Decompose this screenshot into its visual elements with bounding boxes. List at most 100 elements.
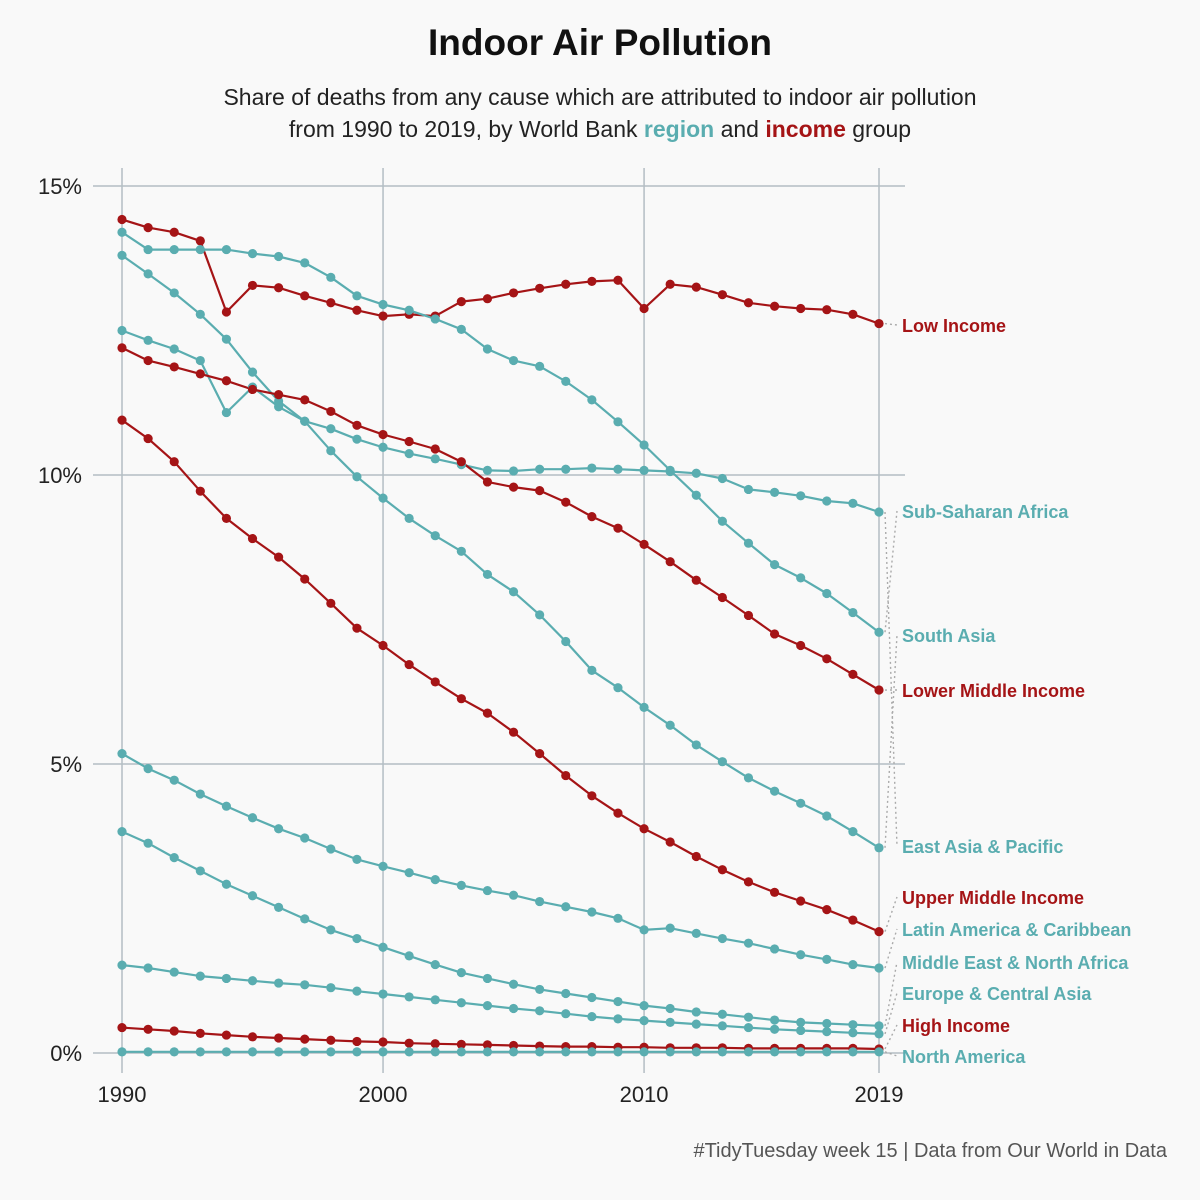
data-point-latin-america-caribbean bbox=[195, 789, 205, 799]
data-point-lower-middle-income bbox=[456, 457, 466, 467]
data-point-low-income bbox=[561, 279, 571, 289]
label-leader-north-america bbox=[884, 1051, 898, 1057]
data-point-sub-saharan-africa bbox=[535, 361, 545, 371]
data-point-europe-central-asia bbox=[848, 1028, 858, 1038]
data-point-north-america bbox=[247, 1047, 258, 1057]
data-point-latin-america-caribbean bbox=[822, 954, 832, 964]
data-point-lower-middle-income bbox=[378, 429, 388, 440]
series-label-sub-saharan-africa: Sub-Saharan Africa bbox=[902, 502, 1069, 522]
data-point-upper-middle-income bbox=[561, 770, 571, 781]
label-leader-low-income bbox=[884, 322, 898, 326]
data-point-latin-america-caribbean bbox=[482, 885, 493, 896]
data-point-low-income bbox=[535, 283, 545, 293]
data-point-lower-middle-income bbox=[665, 557, 675, 567]
data-point-lower-middle-income bbox=[508, 482, 519, 492]
data-point-south-asia bbox=[535, 610, 545, 620]
data-point-middle-east-north-africa bbox=[117, 827, 127, 837]
data-point-east-asia-pacific bbox=[691, 468, 701, 478]
data-point-middle-east-north-africa bbox=[613, 996, 623, 1007]
data-point-latin-america-caribbean bbox=[430, 875, 440, 885]
data-point-upper-middle-income bbox=[169, 457, 179, 467]
data-point-sub-saharan-africa bbox=[822, 588, 832, 599]
data-point-low-income bbox=[796, 303, 806, 314]
data-point-south-asia bbox=[561, 636, 571, 647]
data-point-high-income bbox=[169, 1026, 179, 1036]
data-point-latin-america-caribbean bbox=[326, 844, 336, 854]
data-point-middle-east-north-africa bbox=[195, 866, 205, 876]
data-point-middle-east-north-africa bbox=[352, 933, 362, 944]
data-point-sub-saharan-africa bbox=[117, 227, 127, 237]
x-tick-label: 2019 bbox=[855, 1082, 904, 1107]
series-label-north-america: North America bbox=[902, 1047, 1026, 1067]
data-point-high-income bbox=[221, 1030, 232, 1040]
data-point-east-asia-pacific bbox=[769, 487, 780, 497]
data-point-sub-saharan-africa bbox=[848, 607, 858, 618]
data-point-middle-east-north-africa bbox=[822, 1018, 832, 1029]
data-point-south-asia bbox=[143, 269, 153, 279]
series-line-upper-middle-income bbox=[121, 419, 880, 933]
data-point-latin-america-caribbean bbox=[247, 813, 258, 823]
data-point-north-america bbox=[482, 1047, 493, 1057]
data-point-middle-east-north-africa bbox=[247, 891, 258, 901]
data-point-east-asia-pacific bbox=[796, 491, 806, 501]
data-point-south-asia bbox=[796, 798, 806, 808]
data-point-latin-america-caribbean bbox=[378, 861, 388, 871]
data-point-upper-middle-income bbox=[743, 877, 754, 887]
data-point-europe-central-asia bbox=[430, 995, 440, 1005]
data-point-east-asia-pacific bbox=[482, 465, 493, 475]
series-line-south-asia bbox=[121, 254, 880, 849]
data-point-sub-saharan-africa bbox=[639, 440, 649, 450]
data-point-low-income bbox=[508, 288, 519, 298]
data-point-upper-middle-income bbox=[456, 694, 466, 704]
data-point-south-asia bbox=[717, 757, 727, 767]
series-labels: Low Income Sub-Saharan Africa South Asia Ea… bbox=[902, 316, 1131, 1067]
data-point-low-income bbox=[378, 311, 388, 321]
data-point-sub-saharan-africa bbox=[274, 251, 284, 262]
data-point-europe-central-asia bbox=[535, 1006, 545, 1016]
data-point-europe-central-asia bbox=[195, 971, 205, 981]
data-point-north-america bbox=[404, 1047, 414, 1057]
subtitle-text-post: group bbox=[845, 116, 912, 142]
data-point-high-income bbox=[430, 1039, 440, 1049]
data-point-europe-central-asia bbox=[326, 983, 336, 993]
data-point-sub-saharan-africa bbox=[769, 559, 780, 570]
data-point-south-asia bbox=[482, 569, 493, 580]
data-point-east-asia-pacific bbox=[430, 454, 440, 464]
series-line-high-income bbox=[121, 1026, 880, 1051]
data-point-upper-middle-income bbox=[822, 905, 832, 915]
data-point-north-america bbox=[456, 1047, 466, 1057]
data-point-lower-middle-income bbox=[430, 444, 440, 454]
data-point-low-income bbox=[221, 307, 232, 317]
data-point-sub-saharan-africa bbox=[587, 395, 597, 405]
data-point-east-asia-pacific bbox=[352, 434, 362, 444]
data-point-high-income bbox=[300, 1034, 310, 1044]
data-point-lower-middle-income bbox=[639, 539, 649, 549]
data-point-south-asia bbox=[691, 740, 701, 750]
data-point-high-income bbox=[378, 1037, 388, 1047]
data-point-south-asia bbox=[874, 843, 884, 853]
data-point-europe-central-asia bbox=[300, 980, 310, 990]
data-point-lower-middle-income bbox=[796, 640, 806, 651]
data-point-europe-central-asia bbox=[508, 1003, 519, 1014]
data-point-latin-america-caribbean bbox=[221, 801, 232, 811]
data-point-upper-middle-income bbox=[117, 415, 127, 425]
label-leader-upper-middle-income bbox=[884, 896, 898, 932]
data-point-europe-central-asia bbox=[482, 1001, 493, 1011]
data-point-upper-middle-income bbox=[665, 837, 675, 847]
series-label-east-asia-pacific: East Asia & Pacific bbox=[902, 837, 1063, 857]
data-point-latin-america-caribbean bbox=[717, 933, 727, 944]
data-point-latin-america-caribbean bbox=[848, 959, 858, 970]
label-leader-europe-central-asia bbox=[884, 992, 898, 1035]
data-point-north-america bbox=[378, 1047, 388, 1057]
data-point-latin-america-caribbean bbox=[404, 868, 414, 878]
label-leader-south-asia bbox=[884, 634, 898, 848]
data-point-upper-middle-income bbox=[300, 574, 310, 584]
data-point-low-income bbox=[352, 305, 362, 315]
data-point-sub-saharan-africa bbox=[430, 314, 440, 324]
data-point-low-income bbox=[691, 282, 701, 292]
data-point-upper-middle-income bbox=[352, 623, 362, 633]
data-point-east-asia-pacific bbox=[665, 466, 675, 477]
data-point-east-asia-pacific bbox=[561, 464, 571, 474]
data-point-middle-east-north-africa bbox=[456, 968, 466, 978]
data-point-upper-middle-income bbox=[430, 677, 440, 687]
